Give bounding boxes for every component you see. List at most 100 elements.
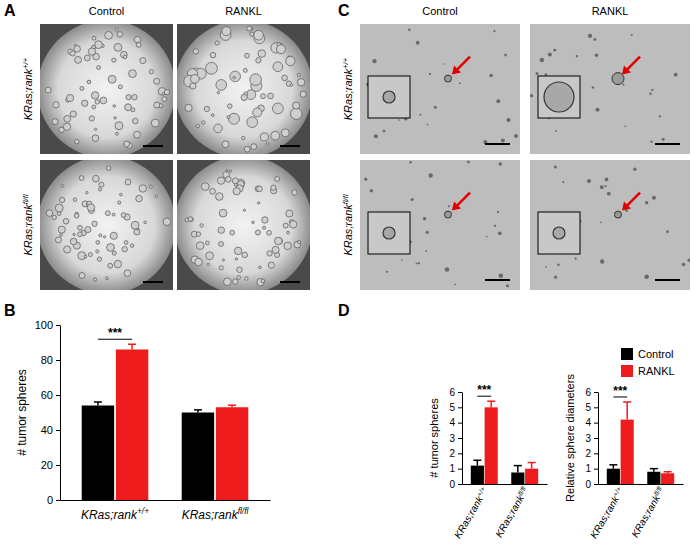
error-stem bbox=[131, 344, 133, 349]
sphere bbox=[130, 244, 134, 248]
error-cap bbox=[128, 344, 136, 346]
label-superscript: fl/fl bbox=[516, 485, 527, 497]
image-background bbox=[360, 24, 520, 154]
sphere bbox=[88, 81, 91, 84]
debris bbox=[448, 205, 450, 207]
debris bbox=[418, 262, 420, 264]
sphere bbox=[91, 92, 99, 100]
axis-line bbox=[598, 393, 599, 485]
tick-mark bbox=[56, 360, 60, 361]
scale-bar bbox=[280, 281, 300, 283]
debris bbox=[605, 178, 609, 182]
legend-swatch bbox=[621, 348, 633, 360]
debris bbox=[631, 34, 633, 36]
sphere bbox=[144, 221, 147, 224]
sphere bbox=[196, 242, 204, 250]
tick-label: 3 bbox=[585, 433, 591, 444]
sphere bbox=[283, 223, 288, 228]
sphere bbox=[222, 141, 229, 148]
debris bbox=[574, 258, 576, 260]
bar bbox=[661, 473, 674, 484]
micrograph bbox=[530, 24, 690, 154]
tick-mark bbox=[56, 325, 60, 326]
label-superscript: +/+ bbox=[475, 485, 486, 497]
sphere bbox=[253, 108, 262, 117]
tick-mark bbox=[594, 438, 598, 439]
tick-label: KRas;rank+/+ bbox=[81, 506, 149, 522]
tick-label: 3 bbox=[449, 433, 455, 444]
debris bbox=[398, 119, 400, 121]
label-part: KRas;rank bbox=[588, 493, 621, 540]
debris bbox=[600, 259, 604, 263]
debris bbox=[489, 74, 493, 78]
sphere bbox=[125, 104, 132, 111]
image-background bbox=[530, 24, 690, 154]
bar bbox=[82, 406, 114, 501]
plot-area bbox=[82, 344, 249, 500]
sphere bbox=[64, 246, 71, 253]
tick-mark bbox=[458, 453, 462, 454]
sphere bbox=[115, 28, 118, 31]
arrow-head bbox=[622, 202, 631, 211]
sphere bbox=[45, 87, 51, 93]
tick-mark bbox=[458, 438, 462, 439]
sphere bbox=[190, 74, 199, 83]
sphere bbox=[75, 56, 82, 63]
micrograph bbox=[40, 160, 173, 290]
sphere bbox=[126, 95, 131, 100]
sphere bbox=[87, 80, 91, 84]
error-stem bbox=[477, 460, 479, 465]
error-stem bbox=[626, 402, 628, 420]
error-bar bbox=[609, 465, 617, 469]
micrograph bbox=[177, 160, 310, 290]
sphere bbox=[263, 226, 266, 229]
sphere bbox=[190, 83, 196, 89]
sphere bbox=[245, 53, 250, 58]
sphere bbox=[274, 237, 282, 245]
debris bbox=[682, 263, 685, 266]
sphere bbox=[124, 241, 128, 245]
debris bbox=[548, 53, 552, 57]
sphere bbox=[58, 226, 65, 233]
axis-line bbox=[462, 393, 463, 485]
debris bbox=[504, 54, 507, 57]
label-superscript: +/+ bbox=[341, 57, 350, 69]
sphere bbox=[237, 276, 241, 280]
panel-label: C bbox=[338, 2, 350, 19]
inset bbox=[538, 76, 580, 118]
debris bbox=[494, 225, 496, 227]
sphere bbox=[73, 233, 75, 235]
y-axis: 0123456 bbox=[449, 387, 462, 490]
debris bbox=[622, 84, 624, 86]
error-cap bbox=[664, 471, 672, 473]
debris bbox=[555, 130, 557, 132]
error-cap bbox=[528, 462, 536, 464]
sphere bbox=[286, 56, 295, 65]
sphere bbox=[134, 131, 141, 138]
figure: AControlRANKLKRas;rank+/+KRas;rankfl/flC… bbox=[0, 0, 700, 554]
sphere bbox=[55, 237, 61, 243]
sphere bbox=[92, 221, 97, 226]
sphere bbox=[247, 117, 258, 128]
arrow-head bbox=[622, 66, 631, 75]
error-cap bbox=[514, 465, 522, 467]
tick: 5 bbox=[585, 402, 598, 413]
sphere bbox=[284, 242, 291, 249]
sphere bbox=[233, 76, 235, 78]
error-stem bbox=[517, 466, 519, 473]
debris bbox=[562, 181, 564, 183]
tick: 6 bbox=[585, 387, 598, 398]
sphere bbox=[118, 201, 121, 204]
sphere bbox=[202, 121, 205, 124]
sphere bbox=[164, 90, 169, 95]
sphere bbox=[300, 91, 306, 97]
sphere bbox=[99, 182, 104, 187]
sphere bbox=[116, 132, 119, 135]
tick-mark bbox=[594, 453, 598, 454]
debris bbox=[645, 201, 648, 204]
tick-label: 4 bbox=[449, 417, 455, 428]
label-part: KRas;rank bbox=[629, 492, 662, 539]
sphere bbox=[230, 230, 235, 235]
label-part: KRas;rank bbox=[452, 493, 485, 540]
sphere bbox=[225, 176, 231, 182]
